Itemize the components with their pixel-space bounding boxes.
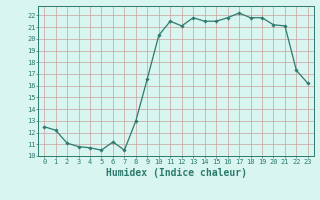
- X-axis label: Humidex (Indice chaleur): Humidex (Indice chaleur): [106, 168, 246, 178]
